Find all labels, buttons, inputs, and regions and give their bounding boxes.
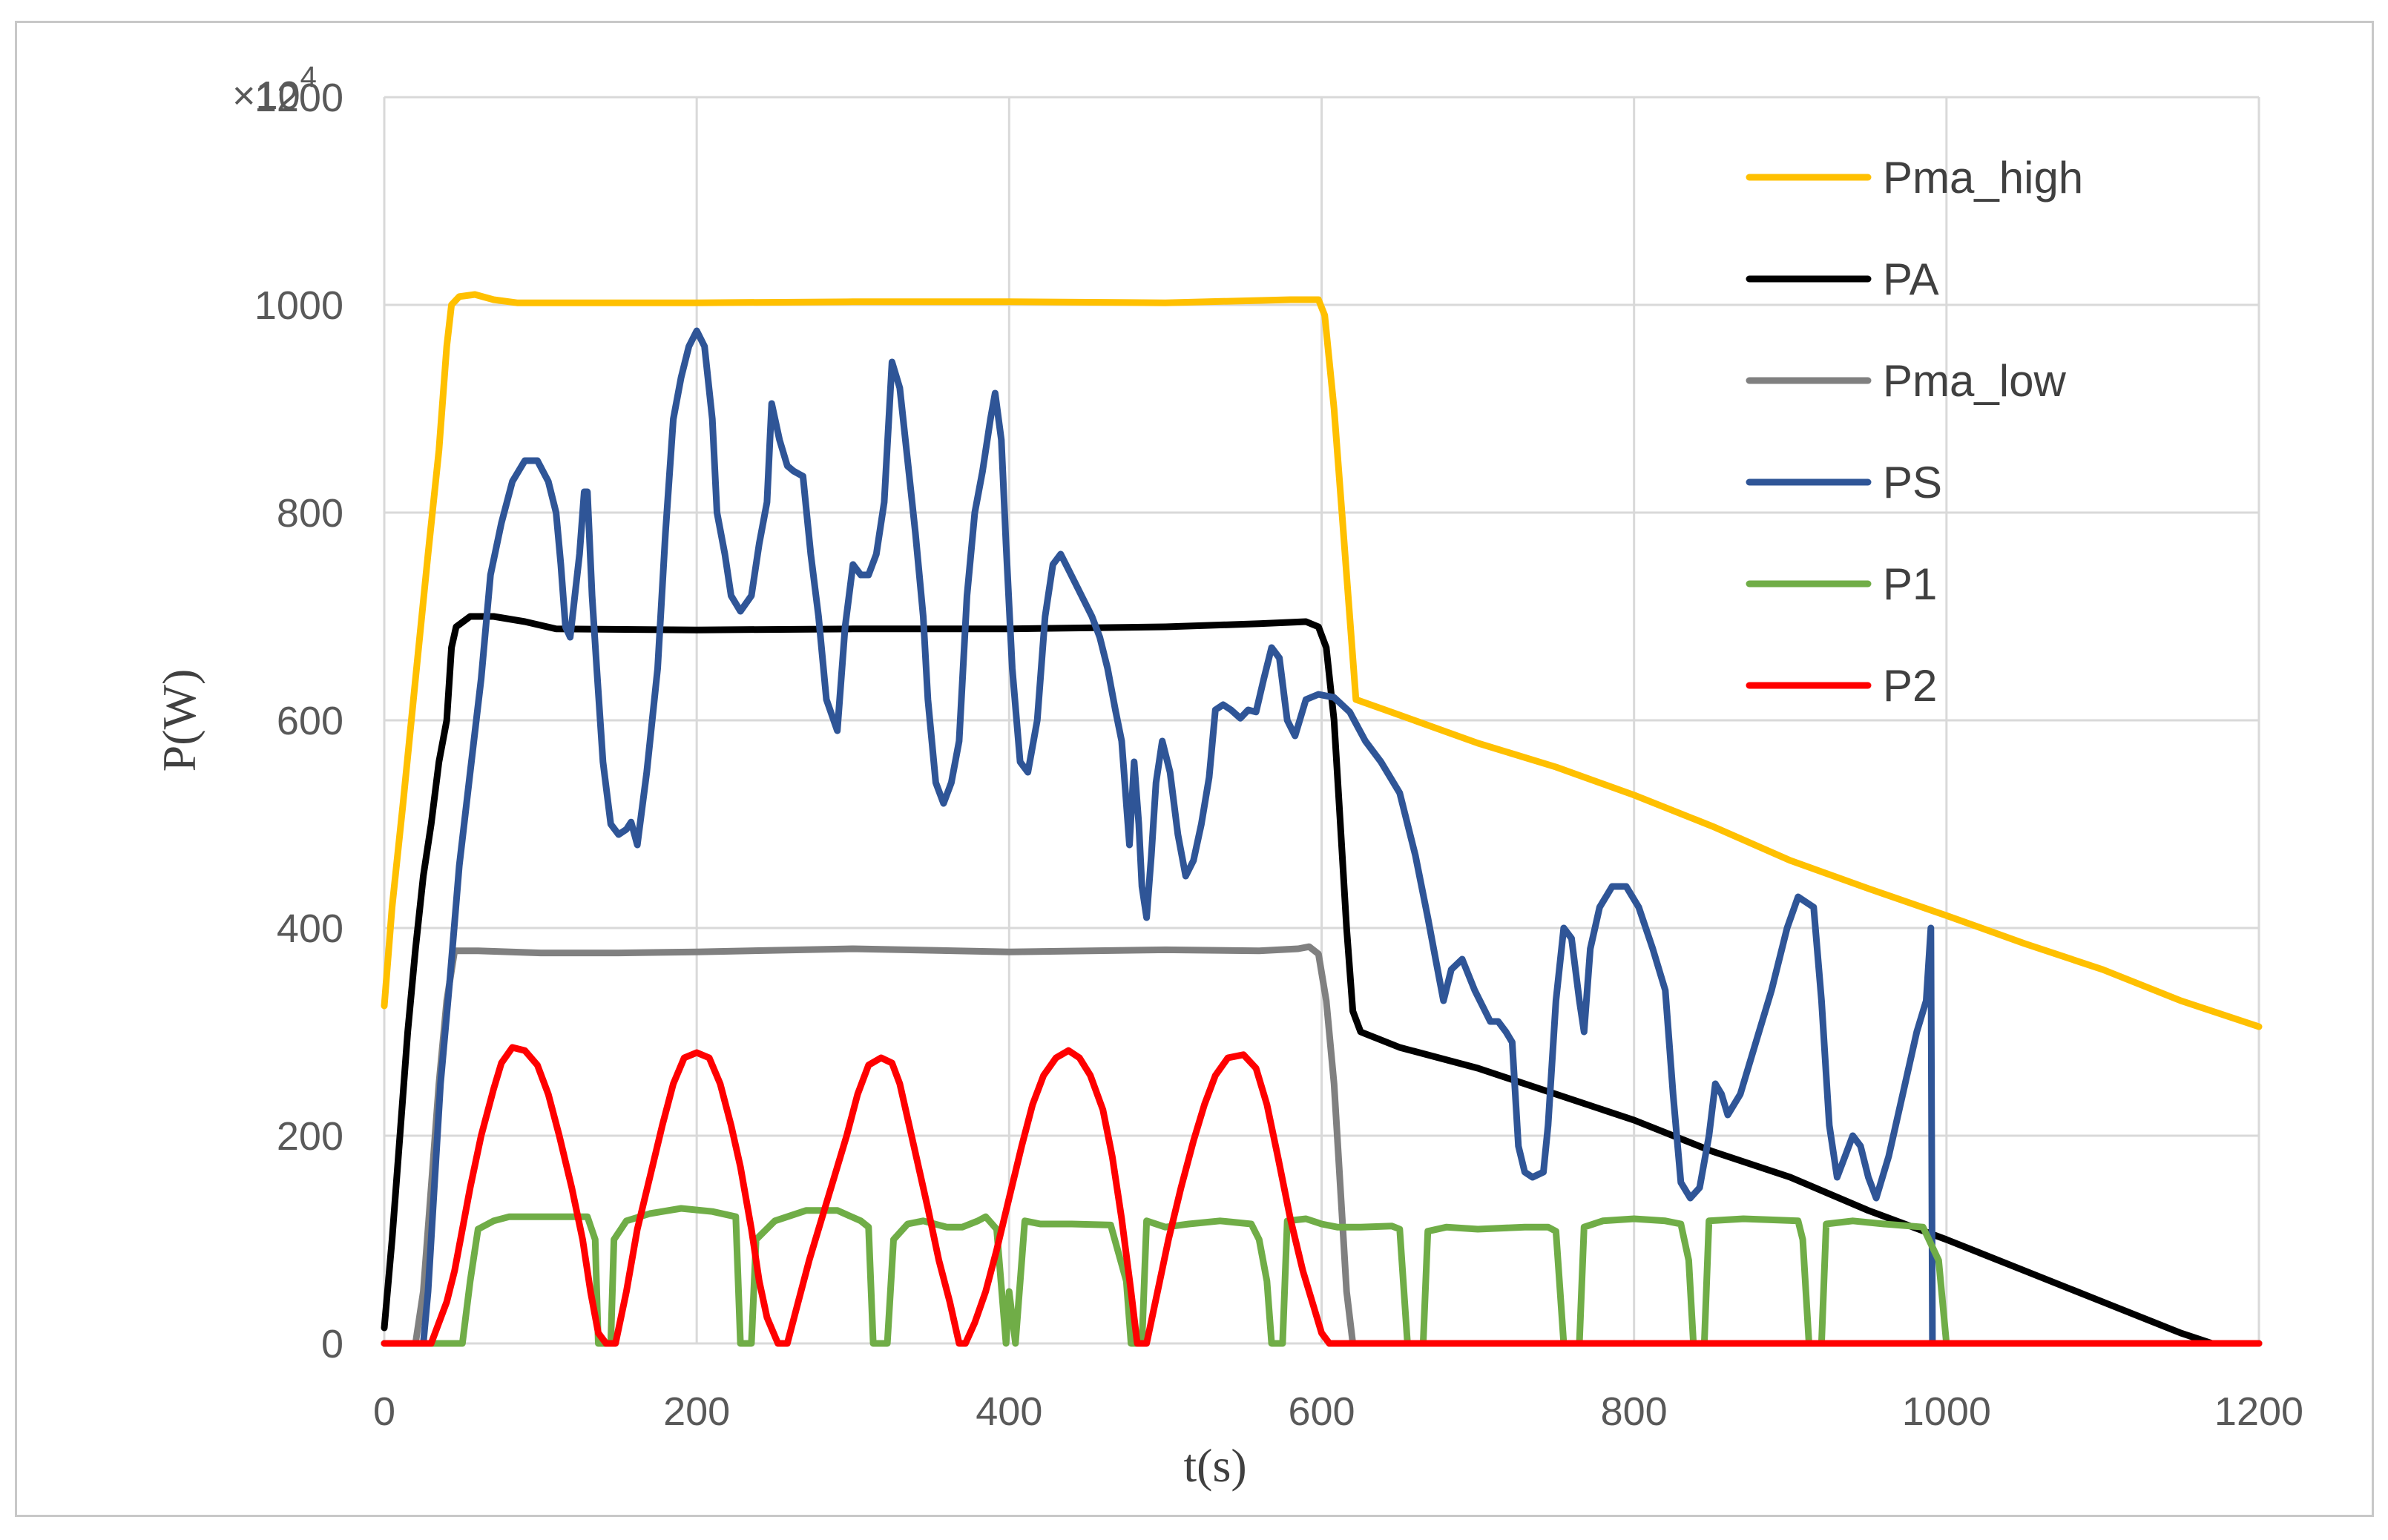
x-axis-ticks: 0 200 400 600 800 1000 1200 xyxy=(373,1389,2303,1434)
series-line-p1 xyxy=(381,1205,2263,1347)
y-axis-ticks: 0 200 400 600 800 1000 1200 xyxy=(254,76,343,1366)
y-tick-label: 1000 xyxy=(254,283,343,328)
chart-frame: 0 200 400 600 800 1000 1200 0 200 400 600 800 1000 1… xyxy=(15,21,2374,1517)
y-axis-title: P(W) xyxy=(153,669,205,772)
series-line-pa xyxy=(381,613,2263,1347)
x-tick-label: 1200 xyxy=(2214,1389,2303,1434)
y-tick-label: 600 xyxy=(277,699,343,743)
legend-label-pma-low: Pma_low xyxy=(1883,356,2066,406)
legend-label-pa: PA xyxy=(1883,254,1939,304)
legend: Pma_high PA Pma_low PS P1 P2 xyxy=(1746,153,2083,711)
legend-label-ps: PS xyxy=(1883,458,1942,507)
series-line-ps xyxy=(381,327,1936,1347)
series-lines xyxy=(381,291,2263,1347)
y-tick-label: 800 xyxy=(277,491,343,536)
x-tick-label: 800 xyxy=(1601,1389,1668,1434)
x-tick-label: 600 xyxy=(1288,1389,1355,1434)
y-tick-label: 1200 xyxy=(254,76,343,120)
x-tick-label: 400 xyxy=(976,1389,1042,1434)
line-chart: 0 200 400 600 800 1000 1200 0 200 400 600 800 1000 1… xyxy=(153,61,2303,1492)
y-axis-multiplier: ×104 xyxy=(232,61,317,118)
y-tick-label: 200 xyxy=(277,1114,343,1159)
x-tick-label: 1000 xyxy=(1902,1389,1991,1434)
x-tick-label: 200 xyxy=(663,1389,730,1434)
x-axis-title: t(s) xyxy=(1183,1439,1246,1492)
y-tick-label: 400 xyxy=(277,906,343,951)
legend-label-p1: P1 xyxy=(1883,559,1937,609)
y-tick-label: 0 xyxy=(321,1322,343,1366)
legend-label-p2: P2 xyxy=(1883,661,1937,711)
gridlines xyxy=(383,96,2260,1345)
series-line-p2 xyxy=(381,1044,2263,1347)
legend-label-pma-high: Pma_high xyxy=(1883,153,2083,203)
series-line-pma-high xyxy=(381,291,2263,1030)
x-tick-label: 0 xyxy=(373,1389,395,1434)
